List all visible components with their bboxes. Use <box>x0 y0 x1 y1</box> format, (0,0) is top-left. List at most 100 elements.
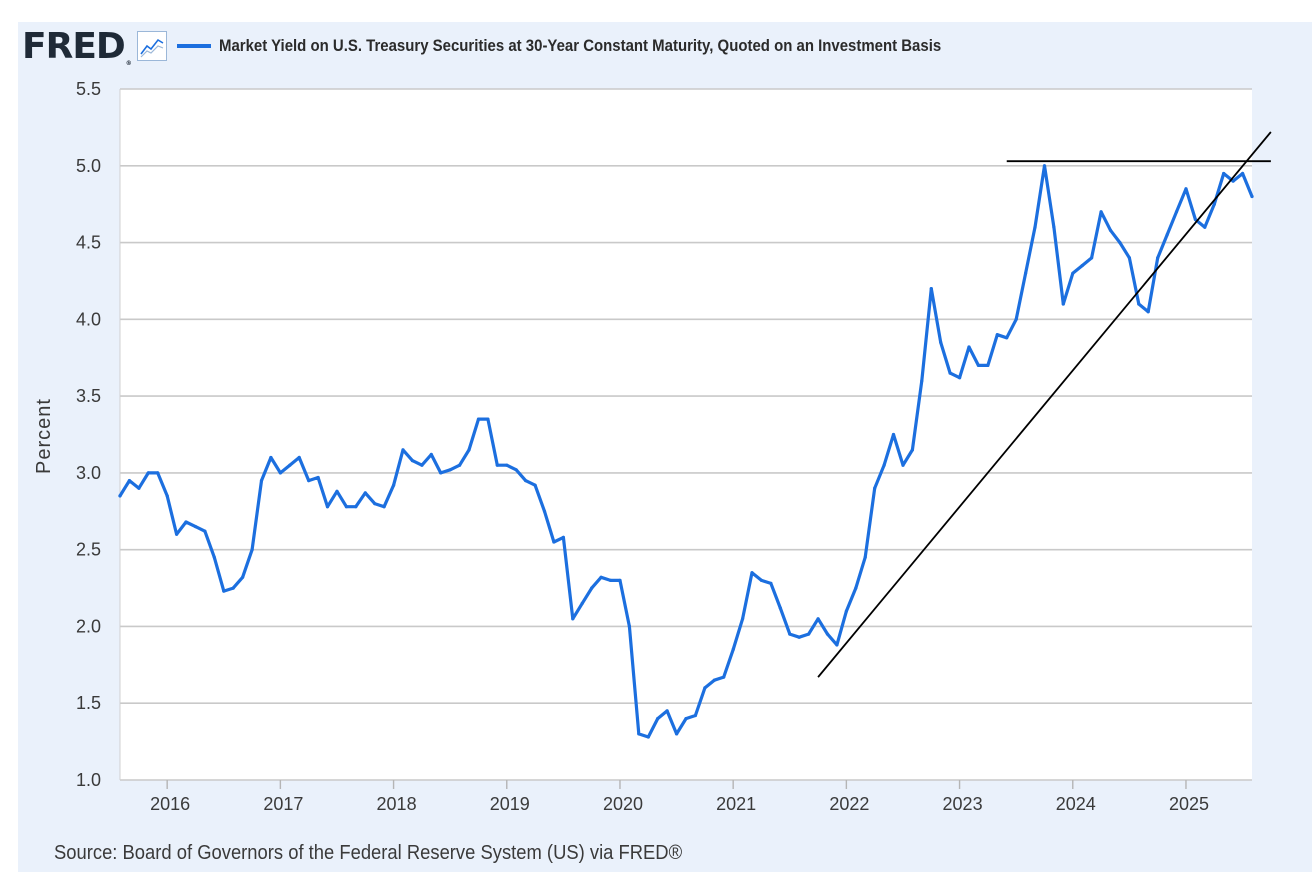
data-point <box>382 505 386 509</box>
data-point <box>1231 179 1235 183</box>
data-point <box>750 571 754 575</box>
data-point <box>1005 336 1009 340</box>
data-point <box>429 452 433 457</box>
data-point <box>835 643 839 647</box>
data-point <box>495 463 499 467</box>
data-point <box>231 586 235 590</box>
series-layer <box>118 164 1254 739</box>
data-point <box>1127 256 1131 260</box>
data-point <box>807 632 811 636</box>
x-tick-label: 2021 <box>716 794 756 814</box>
data-point <box>844 609 849 613</box>
axis-layer: 1.0 1.5 2.0 2.5 3.0 3.5 4.0 4.5 5.0 5.5 2016 2017 20… <box>33 79 1209 814</box>
x-tick-label: 2023 <box>943 794 983 814</box>
data-point <box>788 632 792 636</box>
data-point <box>354 505 358 509</box>
data-point <box>1203 225 1207 229</box>
data-point <box>712 678 716 682</box>
data-point <box>137 486 141 490</box>
data-point <box>1118 241 1122 245</box>
y-tick-label: 2.0 <box>76 616 101 636</box>
fred-logo-text: FRED <box>22 25 126 67</box>
data-point <box>854 586 858 590</box>
y-tick-label: 4.0 <box>76 309 101 329</box>
data-point <box>901 463 905 467</box>
data-point <box>1033 225 1037 229</box>
data-point <box>1193 217 1197 222</box>
data-point <box>448 468 452 472</box>
data-point <box>778 606 782 610</box>
data-point <box>335 489 339 493</box>
data-point <box>1090 256 1094 260</box>
source-note: Source: Board of Governors of the Federa… <box>54 842 683 864</box>
x-tick-label: 2025 <box>1169 794 1209 814</box>
data-point <box>1014 317 1018 321</box>
data-point <box>863 555 867 559</box>
data-point <box>458 463 462 467</box>
data-point <box>665 709 669 713</box>
data-point <box>222 589 226 593</box>
y-tick-label: 1.5 <box>76 693 101 713</box>
data-point <box>1165 233 1169 237</box>
data-point <box>646 735 650 739</box>
data-point <box>307 479 311 483</box>
data-point <box>1071 271 1075 275</box>
data-point <box>344 505 348 509</box>
data-point <box>618 578 622 583</box>
data-point <box>127 479 131 483</box>
data-point <box>825 632 830 636</box>
data-point <box>439 471 443 475</box>
y-tick-label: 2.5 <box>76 540 101 560</box>
plot-background <box>120 89 1252 780</box>
fred-logo[interactable]: FRED® <box>22 25 132 67</box>
data-point <box>967 345 971 349</box>
data-point <box>505 463 509 467</box>
data-point <box>175 532 179 536</box>
data-point <box>882 463 886 467</box>
data-point <box>156 471 160 475</box>
x-tick-label: 2016 <box>150 794 190 814</box>
y-tick-label: 1.0 <box>76 770 101 790</box>
data-point <box>920 379 924 383</box>
registered-mark: ® <box>125 59 132 67</box>
data-point <box>1250 194 1254 199</box>
data-point <box>816 617 820 621</box>
data-point <box>976 363 981 367</box>
data-point <box>118 494 122 498</box>
data-point <box>891 432 896 437</box>
data-point <box>467 448 471 452</box>
data-point <box>542 509 547 513</box>
data-point <box>250 548 254 552</box>
grid-layer <box>120 88 1252 781</box>
data-point <box>580 601 584 606</box>
data-point <box>1061 302 1065 306</box>
y-tick-label: 3.0 <box>76 463 101 483</box>
data-point <box>590 586 594 590</box>
data-point <box>392 483 396 487</box>
data-point <box>693 713 698 718</box>
data-point <box>1212 202 1216 206</box>
data-point <box>297 455 301 460</box>
chart-header: FRED® Market Yield on U.S. Treasury Secu… <box>22 25 1039 67</box>
line-chart-icon[interactable] <box>136 31 167 61</box>
data-point <box>514 468 518 472</box>
data-point <box>1174 210 1179 214</box>
data-point <box>1222 171 1226 176</box>
data-point <box>675 732 679 736</box>
data-point <box>910 448 915 452</box>
data-point <box>325 505 330 509</box>
data-point <box>1042 164 1047 168</box>
data-point <box>533 483 537 487</box>
data-point <box>561 535 566 540</box>
data-point <box>627 624 632 629</box>
data-point <box>599 575 603 579</box>
x-tick-label: 2020 <box>603 794 643 814</box>
data-point <box>656 717 660 721</box>
x-tick-label: 2017 <box>263 794 303 814</box>
data-point <box>873 486 877 490</box>
y-tick-label: 3.5 <box>76 386 101 406</box>
data-point <box>241 575 245 579</box>
data-point <box>759 578 764 583</box>
data-point <box>1184 187 1188 191</box>
x-tick-label: 2022 <box>829 794 869 814</box>
